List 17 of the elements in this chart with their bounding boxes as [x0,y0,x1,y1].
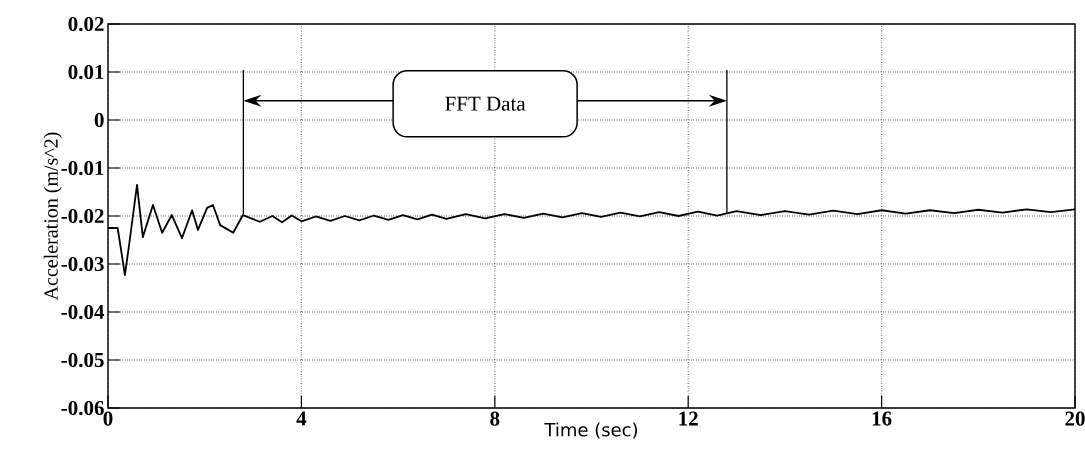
y-tick-label: -0.03 [61,256,104,272]
y-tick-label: -0.06 [61,400,104,416]
x-tick-label: 4 [296,411,307,426]
y-tick-label: 0 [94,112,104,128]
x-tick-label: 12 [679,411,698,426]
x-tick-label: 8 [490,411,500,426]
y-tick-label: -0.01 [61,160,104,176]
x-axis-title: Time (sec) [544,422,638,439]
annotation: FFT Data [445,96,526,111]
x-tick-label: 16 [872,411,892,426]
y-tick-label: -0.05 [61,352,104,368]
y-tick-label: 0.02 [68,16,104,32]
y-tick-label: -0.02 [61,208,104,224]
x-tick-label: 20 [1065,411,1085,426]
y-tick-label: -0.04 [61,304,105,320]
y-axis-title: Acceleration (m/s^2) [43,132,62,301]
y-tick-label: 0.01 [68,64,104,80]
